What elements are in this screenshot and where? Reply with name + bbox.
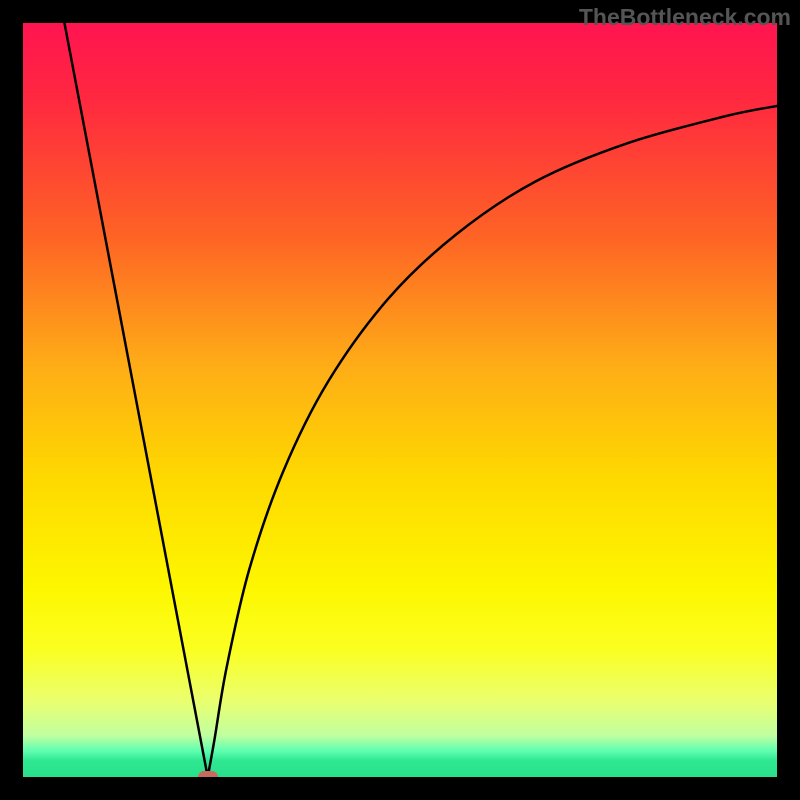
bottleneck-curve xyxy=(23,23,777,777)
watermark-label: TheBottleneck.com xyxy=(579,4,791,31)
figure-root: TheBottleneck.com xyxy=(0,0,800,800)
optimum-marker xyxy=(198,771,218,778)
plot-outer-frame xyxy=(0,0,800,800)
plot-inner-area xyxy=(23,23,777,777)
